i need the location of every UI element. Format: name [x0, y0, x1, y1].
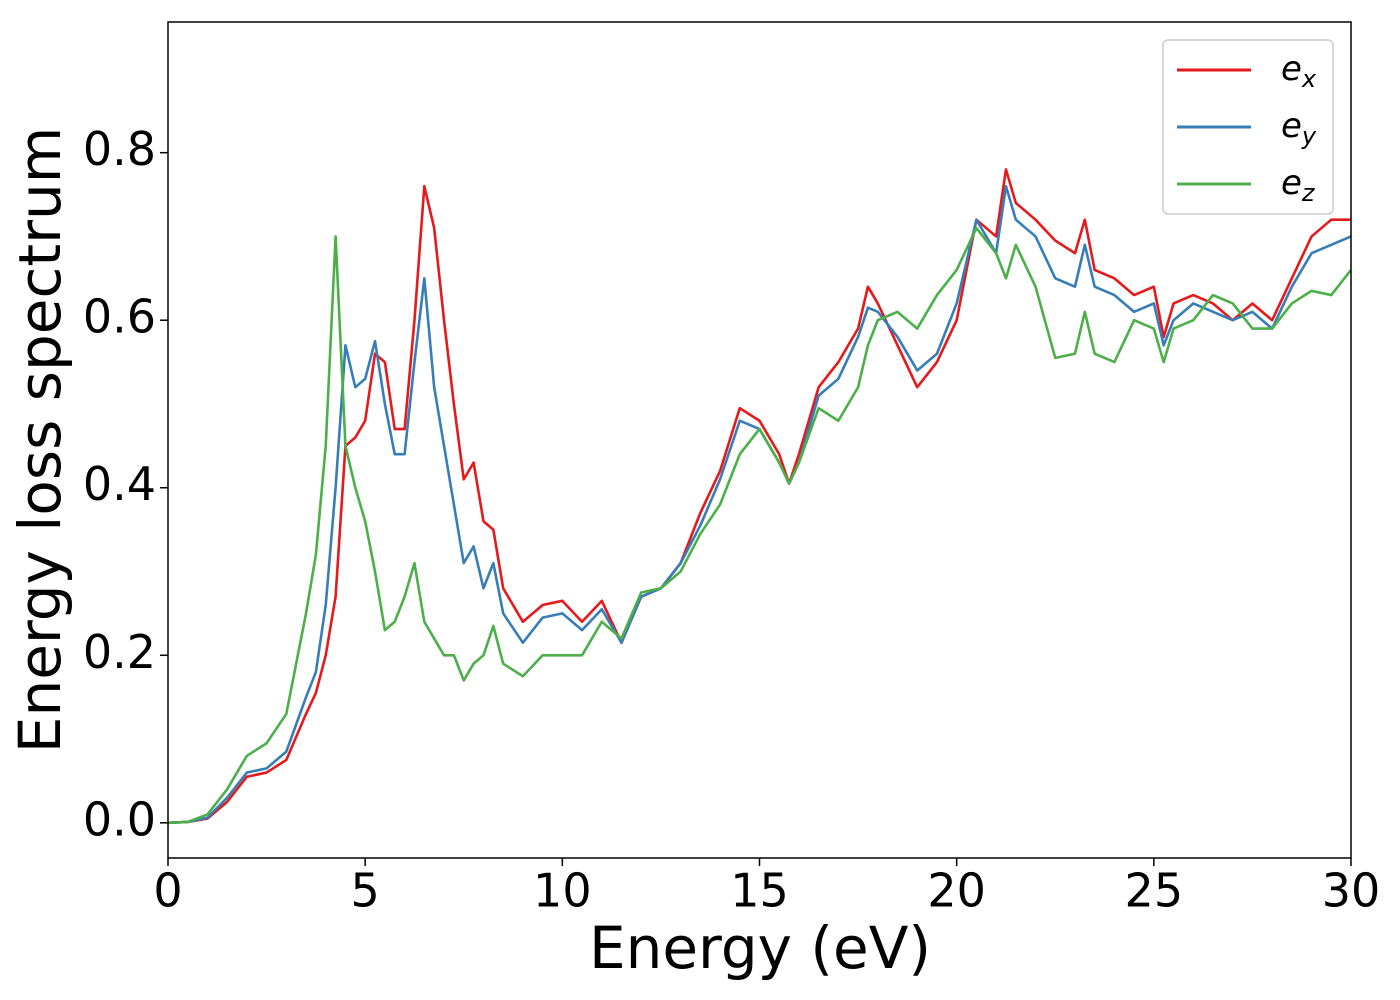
y-axis-label: Energy loss spectrum: [6, 127, 74, 753]
y-tick-label: 0.0: [83, 792, 156, 846]
series-line: [168, 168, 1351, 825]
x-tick-label: 0: [153, 864, 182, 918]
x-tick-label: 20: [927, 864, 986, 918]
y-tick-label: 0.8: [83, 122, 156, 176]
x-tick-label: 10: [533, 864, 592, 918]
x-tick-label: 15: [730, 864, 789, 918]
x-tick-label: 30: [1322, 864, 1381, 918]
plot-frame: [167, 21, 1352, 859]
legend-label: ez: [1281, 163, 1316, 208]
legend-label: ex: [1281, 49, 1317, 94]
y-tick-label: 0.2: [83, 625, 156, 679]
series-line: [168, 184, 1351, 825]
x-tick-label: 25: [1125, 864, 1184, 918]
legend-label: ey: [1281, 106, 1317, 151]
x-axis-label: Energy (eV): [589, 914, 931, 982]
y-tick-label: 0.6: [83, 290, 156, 344]
y-tick-label: 0.4: [83, 457, 156, 511]
series-line: [168, 226, 1351, 825]
x-tick-label: 5: [351, 864, 380, 918]
